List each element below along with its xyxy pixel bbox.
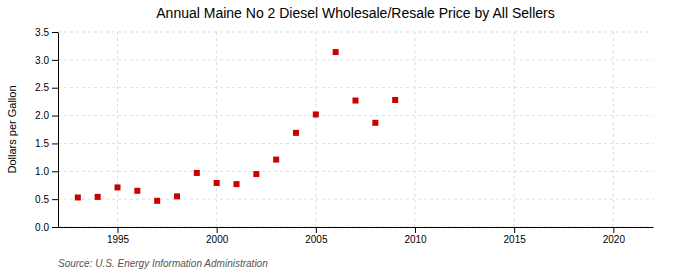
grid-line-y bbox=[58, 199, 653, 200]
x-axis-tick: 2000 bbox=[206, 227, 229, 245]
point bbox=[234, 181, 240, 187]
x-axis-tick-mark bbox=[217, 227, 218, 233]
y-axis-tick-mark bbox=[52, 116, 58, 117]
grid-line-x bbox=[415, 32, 416, 227]
source-note: Source: U.S. Energy Information Administ… bbox=[58, 258, 268, 269]
plot-area: 1995 2000 2005 2010 2015 2020 0.0 0.5 1.0 1.5 2.0 2… bbox=[35, 27, 653, 245]
x-axis-tick: 1995 bbox=[107, 227, 130, 245]
x-axis-tick-mark bbox=[613, 227, 614, 233]
point bbox=[154, 198, 160, 204]
chart: 1995 2000 2005 2010 2015 2020 0.0 0.5 1.0 1.5 2.0 2… bbox=[0, 0, 675, 275]
y-axis-tick-label: 0.5 bbox=[35, 194, 49, 205]
x-axis-tick-label: 2005 bbox=[305, 234, 328, 245]
x-axis-tick: 2005 bbox=[305, 227, 328, 245]
x-axis-tick-mark bbox=[118, 227, 119, 233]
y-axis-tick-mark bbox=[52, 60, 58, 61]
y-axis-tick-label: 1.0 bbox=[35, 166, 49, 177]
point bbox=[134, 188, 140, 194]
grid-line-y bbox=[58, 87, 653, 88]
x-axis-tick-label: 2000 bbox=[206, 234, 229, 245]
x-axis-line bbox=[59, 227, 654, 228]
grid bbox=[58, 32, 653, 227]
grid-line-y bbox=[58, 59, 653, 60]
y-axis-tick-mark bbox=[52, 171, 58, 172]
x-axis-tick-mark bbox=[415, 227, 416, 233]
x-axis-tick: 2020 bbox=[603, 227, 626, 245]
grid-line-x bbox=[117, 32, 118, 227]
y-axis-tick: 0.0 bbox=[35, 222, 58, 233]
grid-line-x bbox=[514, 32, 515, 227]
y-axis-tick-label: 2.0 bbox=[35, 110, 49, 121]
grid-line-y bbox=[58, 32, 653, 33]
x-axis-tick-label: 2015 bbox=[504, 234, 527, 245]
x-axis-tick-mark bbox=[514, 227, 515, 233]
y-axis-tick: 2.5 bbox=[35, 82, 58, 93]
point bbox=[293, 130, 299, 136]
x-axis-tick-label: 2020 bbox=[603, 234, 626, 245]
y-axis-tick: 1.0 bbox=[35, 166, 58, 177]
point bbox=[174, 193, 180, 199]
x-axis-tick-mark bbox=[316, 227, 317, 233]
y-axis-tick: 2.0 bbox=[35, 110, 58, 121]
point bbox=[75, 194, 81, 200]
y-axis-tick: 3.0 bbox=[35, 55, 58, 66]
y-axis: 0.0 0.5 1.0 1.5 2.0 2.5 3.0 3.5 bbox=[35, 27, 58, 233]
y-axis-tick: 1.5 bbox=[35, 138, 58, 149]
point bbox=[273, 157, 279, 163]
grid-line-y bbox=[58, 227, 653, 228]
grid-line-y bbox=[58, 171, 653, 172]
point bbox=[313, 111, 319, 117]
points bbox=[75, 49, 398, 204]
x-axis-tick: 2010 bbox=[404, 227, 427, 245]
y-axis-tick-mark bbox=[52, 227, 58, 228]
point bbox=[95, 194, 101, 200]
point bbox=[333, 49, 339, 55]
y-axis-tick-label: 1.5 bbox=[35, 138, 49, 149]
x-axis: 1995 2000 2005 2010 2015 2020 bbox=[59, 227, 654, 245]
y-axis-tick: 0.5 bbox=[35, 194, 58, 205]
y-axis-tick-label: 3.0 bbox=[35, 55, 49, 66]
y-axis-tick: 3.5 bbox=[35, 27, 58, 38]
grid-line-x bbox=[613, 32, 614, 227]
point bbox=[214, 180, 220, 186]
y-axis-title: Dollars per Gallon bbox=[6, 85, 18, 173]
point bbox=[253, 171, 259, 177]
title: Annual Maine No 2 Diesel Wholesale/Resal… bbox=[156, 5, 554, 21]
x-axis-tick-label: 1995 bbox=[107, 234, 130, 245]
y-axis-line bbox=[58, 33, 59, 228]
y-axis-tick-label: 3.5 bbox=[35, 27, 49, 38]
y-axis-tick-mark bbox=[52, 32, 58, 33]
x-axis-tick-label: 2010 bbox=[404, 234, 427, 245]
grid-line-x bbox=[315, 32, 316, 227]
y-axis-tick-mark bbox=[52, 199, 58, 200]
point bbox=[194, 170, 200, 176]
y-axis-tick-label: 0.0 bbox=[35, 222, 49, 233]
point bbox=[353, 98, 359, 104]
y-axis-tick-mark bbox=[52, 143, 58, 144]
y-axis-tick-mark bbox=[52, 88, 58, 89]
point bbox=[392, 97, 398, 103]
x-axis-tick: 2015 bbox=[504, 227, 527, 245]
grid-line-y bbox=[58, 143, 653, 144]
grid-line-y bbox=[58, 115, 653, 116]
grid-line-x bbox=[216, 32, 217, 227]
point bbox=[115, 184, 121, 190]
y-axis-tick-label: 2.5 bbox=[35, 82, 49, 93]
point bbox=[372, 120, 378, 126]
